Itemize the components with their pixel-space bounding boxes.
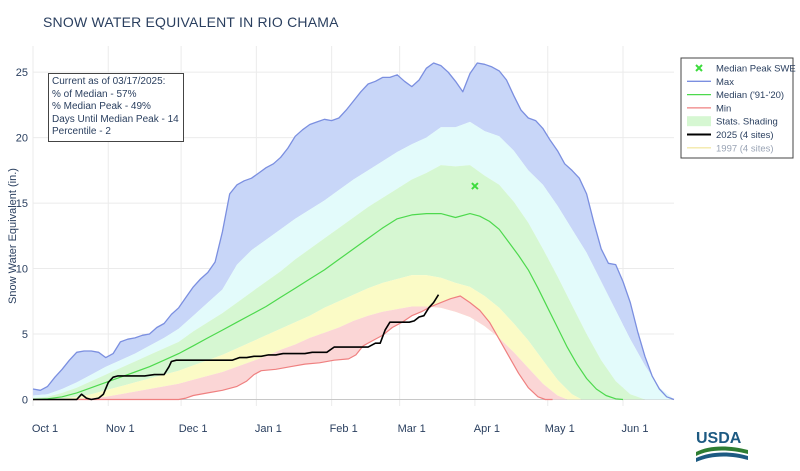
usda-logo-text: USDA: [696, 430, 742, 447]
legend-label-median_peak: Median Peak SWE: [716, 64, 796, 75]
y-tick-label-0: 0: [22, 394, 28, 406]
x-tick-label-243: Jun 1: [622, 423, 649, 435]
band-p90-p70: [33, 121, 674, 400]
legend-label-current: 2025 (4 sites): [716, 130, 774, 141]
legend-label-band_70: Stats. Shading: [716, 117, 778, 128]
x-tick-label-182: Apr 1: [474, 423, 500, 435]
x-tick-label-61: Dec 1: [179, 423, 208, 435]
y-tick-label-20: 20: [16, 133, 28, 145]
usda-logo-swoosh-blue: [696, 452, 748, 462]
legend-swatch-band_70: [687, 116, 711, 127]
x-tick-label-212: May 1: [545, 423, 575, 435]
y-tick-label-10: 10: [16, 264, 28, 276]
median-line: [32, 213, 624, 401]
usda-logo-swoosh-green: [696, 446, 748, 456]
info-line-percentile: Percentile - 2: [52, 126, 111, 137]
legend-label-min: Min: [716, 103, 731, 114]
max-line: [32, 62, 675, 401]
markers: [471, 182, 479, 190]
x-tick-label-0: Oct 1: [32, 423, 58, 435]
current-2025-line: [33, 294, 440, 401]
legend: Median Peak SWE Max Median ('91-'20) Min Sta…: [680, 57, 796, 159]
info-line-days-until-peak: Days Until Median Peak - 14: [52, 113, 179, 125]
y-tick-label-15: 15: [16, 198, 28, 210]
legend-label-y1997: 1997 (4 sites): [716, 143, 774, 154]
y-axis-label: Snow Water Equivalent (in.): [7, 168, 19, 304]
x-tick-label-92: Jan 1: [255, 423, 282, 435]
current-status-box: Current as of 03/17/2025: % of Median - …: [48, 73, 184, 142]
median-peak-marker: [471, 182, 479, 190]
info-line-pct-median: % of Median - 57%: [52, 88, 137, 100]
info-line-pct-median-peak: % Median Peak - 49%: [52, 101, 151, 112]
band-max-p90: [33, 63, 674, 400]
axes: 0 5 10 15 20 25 Oct 1 Nov 1 Dec 1 Jan 1 Feb 1 Mar 1…: [7, 67, 648, 435]
legend-label-max: Max: [716, 77, 734, 88]
band-p10-min: [33, 296, 568, 400]
x-tick-label-151: Mar 1: [398, 423, 426, 435]
series-lines: [32, 62, 675, 401]
chart-title: SNOW WATER EQUIVALENT IN RIO CHAMA: [43, 14, 339, 30]
x-tick-label-123: Feb 1: [330, 423, 358, 435]
usda-logo: USDA: [696, 430, 748, 462]
legend-label-median: Median ('91-'20): [716, 90, 784, 101]
x-tick-label-31: Nov 1: [106, 423, 135, 435]
y-tick-label-5: 5: [22, 329, 28, 341]
legend-swatch-median_peak: [695, 64, 703, 72]
info-line-date: Current as of 03/17/2025:: [52, 76, 166, 87]
y-tick-label-25: 25: [16, 67, 28, 79]
min-line: [33, 295, 553, 401]
